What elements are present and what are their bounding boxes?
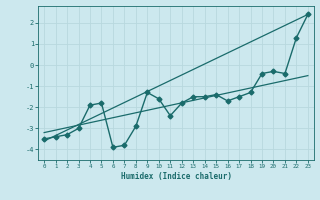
X-axis label: Humidex (Indice chaleur): Humidex (Indice chaleur) [121, 172, 231, 181]
